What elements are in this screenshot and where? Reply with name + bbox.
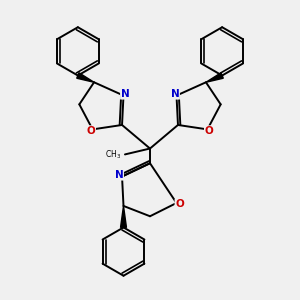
Polygon shape [121, 206, 126, 227]
Text: O: O [87, 126, 95, 136]
Polygon shape [206, 73, 223, 82]
Text: O: O [205, 126, 213, 136]
Text: O: O [175, 200, 184, 209]
Text: N: N [115, 170, 124, 180]
Text: CH$_3$: CH$_3$ [105, 149, 122, 161]
Text: N: N [121, 89, 129, 99]
Polygon shape [77, 73, 94, 82]
Text: N: N [171, 89, 179, 99]
